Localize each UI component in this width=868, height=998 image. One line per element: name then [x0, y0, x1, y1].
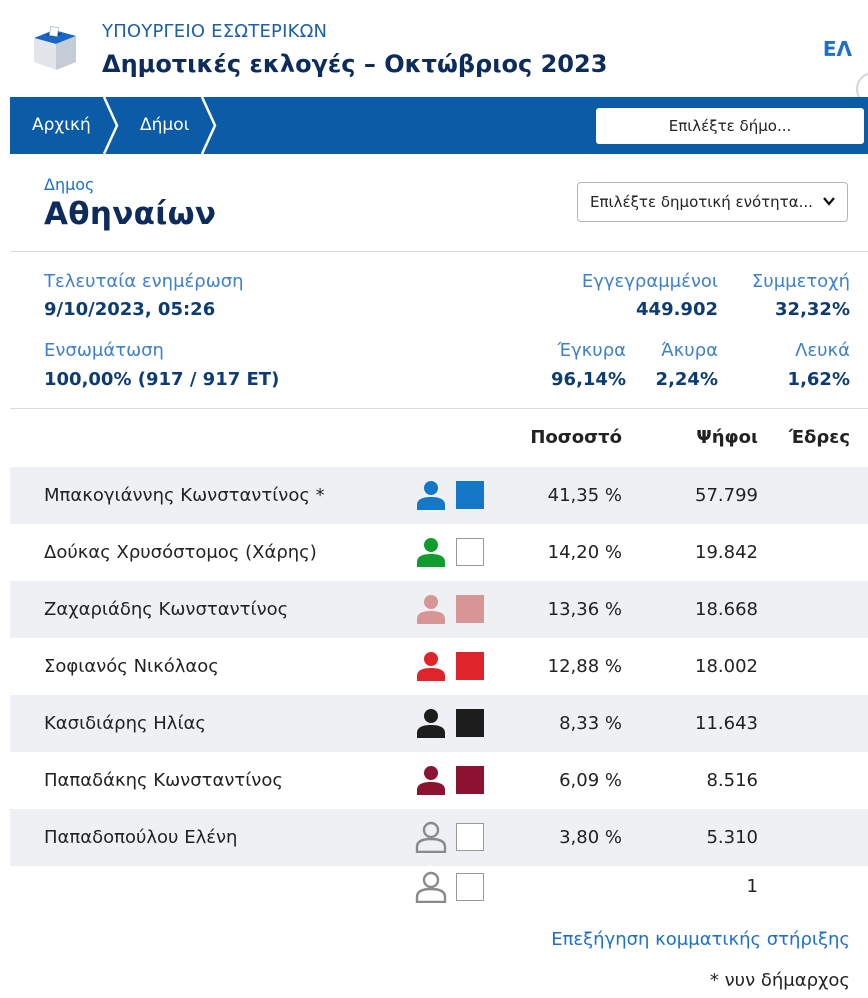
- turnout-label: Συμμετοχή: [751, 271, 850, 292]
- vote-count: 19.842: [695, 542, 758, 563]
- language-switch[interactable]: ΕΛ: [822, 37, 852, 61]
- column-header-votes: Ψήφοι: [696, 427, 758, 448]
- table-row[interactable]: Σοφιανός Νικόλαος 12,88 % 18.002: [10, 638, 868, 695]
- candidate-name: Κασιδιάρης Ηλίας: [44, 713, 206, 734]
- ministry-name: ΥΠΟΥΡΓΕΙΟ ΕΣΩΤΕΡΙΚΩΝ: [102, 21, 328, 42]
- integration-label: Ενσωμάτωση: [44, 340, 164, 361]
- party-color-swatch: [456, 538, 484, 566]
- last-update-value: 9/10/2023, 05:26: [44, 299, 216, 320]
- candidate-name: Παπαδάκης Κωνσταντίνος: [44, 770, 283, 791]
- chevron-down-icon: [823, 183, 835, 236]
- party-color-swatch: [456, 595, 484, 623]
- person-icon: [417, 538, 445, 567]
- party-color-swatch: [456, 709, 484, 737]
- person-icon: [415, 821, 447, 853]
- vote-percent: 6,09 %: [559, 770, 622, 791]
- invalid-label: Άκυρα: [661, 340, 718, 361]
- candidate-name: Ζαχαριάδης Κωνσταντίνος: [44, 599, 289, 620]
- person-icon: [417, 595, 445, 624]
- breadcrumb-municipalities[interactable]: Δήμοι: [140, 115, 190, 135]
- divider: [10, 251, 868, 252]
- party-color-swatch: [456, 766, 484, 794]
- registered-label: Εγγεγραμμένοι: [581, 271, 718, 292]
- vote-percent: 41,35 %: [547, 485, 622, 506]
- vote-percent: 12,88 %: [547, 656, 622, 677]
- table-row[interactable]: Δούκας Χρυσόστομος (Χάρης) 14,20 % 19.842: [10, 524, 868, 581]
- blank-label: Λευκά: [795, 340, 850, 361]
- party-color-swatch: [456, 652, 484, 680]
- turnout-value: 32,32%: [775, 299, 850, 320]
- vote-percent: 8,33 %: [559, 713, 622, 734]
- vote-count: 5.310: [706, 827, 758, 848]
- person-icon: [417, 766, 445, 795]
- candidate-name: Παπαδοπούλου Ελένη: [44, 827, 238, 848]
- person-icon: [417, 709, 445, 738]
- candidate-name: Μπακογιάννης Κωνσταντίνος *: [44, 485, 325, 506]
- table-row[interactable]: Παπαδάκης Κωνσταντίνος 6,09 % 8.516: [10, 752, 868, 809]
- vote-percent: 3,80 %: [559, 827, 622, 848]
- breadcrumb: Αρχική Δήμοι Επιλέξτε δήμο...: [10, 97, 868, 154]
- party-color-swatch: [456, 823, 484, 851]
- table-row[interactable]: Κασιδιάρης Ηλίας 8,33 % 11.643: [10, 695, 868, 752]
- table-row[interactable]: Μπακογιάννης Κωνσταντίνος * 41,35 % 57.799: [10, 467, 868, 524]
- municipal-unit-select-label: Επιλέξτε δημοτική ενότητα...: [590, 193, 813, 211]
- person-icon: [415, 871, 447, 903]
- party-color-swatch: [456, 873, 484, 901]
- table-row[interactable]: 1: [10, 861, 868, 913]
- vote-count: 8.516: [706, 770, 758, 791]
- vote-count: 18.668: [695, 599, 758, 620]
- footnote: * νυν δήμαρχος: [709, 970, 850, 991]
- registered-value: 449.902: [636, 299, 718, 320]
- column-header-seats: Έδρες: [788, 427, 850, 448]
- last-update-label: Τελευταία ενημέρωση: [44, 271, 244, 292]
- vote-percent: 14,20 %: [547, 542, 622, 563]
- column-header-percent: Ποσοστό: [530, 427, 622, 448]
- election-title: Δημοτικές εκλογές – Οκτώβριος 2023: [102, 50, 608, 78]
- municipality-label: Δημος: [44, 175, 95, 194]
- vote-count: 11.643: [695, 713, 758, 734]
- chevron-right-icon: [102, 97, 119, 154]
- blank-value: 1,62%: [787, 369, 850, 390]
- candidate-name: Σοφιανός Νικόλαος: [44, 656, 219, 677]
- table-row[interactable]: Παπαδοπούλου Ελένη 3,80 % 5.310: [10, 809, 868, 866]
- municipal-unit-select[interactable]: Επιλέξτε δημοτική ενότητα...: [577, 182, 848, 222]
- person-icon: [417, 652, 445, 681]
- vote-count: 18.002: [695, 656, 758, 677]
- table-row[interactable]: Ζαχαριάδης Κωνσταντίνος 13,36 % 18.668: [10, 581, 868, 638]
- vote-percent: 13,36 %: [547, 599, 622, 620]
- valid-label: Έγκυρα: [557, 340, 626, 361]
- breadcrumb-home[interactable]: Αρχική: [32, 115, 91, 135]
- ballot-box-icon: [34, 26, 76, 70]
- divider: [10, 408, 868, 409]
- municipality-name: Αθηναίων: [44, 196, 217, 232]
- person-icon: [417, 481, 445, 510]
- municipality-select[interactable]: Επιλέξτε δήμο...: [596, 108, 864, 144]
- candidate-name: Δούκας Χρυσόστομος (Χάρης): [44, 542, 317, 563]
- valid-value: 96,14%: [551, 369, 626, 390]
- site-header: ΥΠΟΥΡΓΕΙΟ ΕΣΩΤΕΡΙΚΩΝ Δημοτικές εκλογές –…: [0, 0, 868, 106]
- party-support-explanation-link[interactable]: Επεξήγηση κομματικής στήριξης: [551, 929, 850, 950]
- vote-count: 57.799: [695, 485, 758, 506]
- vote-count: 1: [746, 876, 758, 897]
- chevron-right-icon: [200, 97, 217, 154]
- party-color-swatch: [456, 481, 484, 509]
- integration-value: 100,00% (917 / 917 ΕΤ): [44, 369, 280, 390]
- invalid-value: 2,24%: [655, 369, 718, 390]
